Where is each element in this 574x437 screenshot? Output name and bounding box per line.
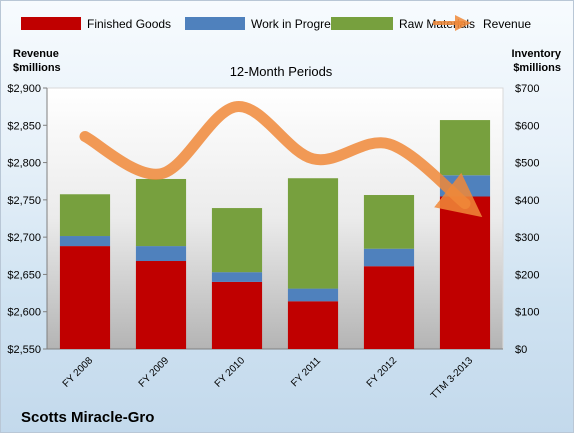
right-axis-ticks: $0 $100 $200 $300 $400 $500 $600 $700 — [515, 83, 539, 356]
left-tick-label: $2,850 — [7, 120, 41, 132]
right-axis-title-line2: $millions — [513, 62, 561, 74]
left-axis-ticks: $2,550 $2,600 $2,650 $2,700 $2,750 $2,800 $2,8… — [7, 83, 47, 356]
bar-raw-materials — [135, 178, 187, 247]
revenue-line-group — [79, 101, 483, 218]
bar-finished-goods — [363, 266, 415, 349]
category-label: FY 2008 — [61, 355, 96, 390]
left-tick-label: $2,550 — [7, 344, 41, 356]
bar-raw-materials — [439, 120, 491, 176]
category-label: TTM 3-2013 — [429, 355, 476, 402]
left-tick-label: $2,750 — [7, 195, 41, 207]
bar-work-in-progress — [287, 288, 339, 302]
bar-raw-materials — [211, 208, 263, 273]
left-tick-label: $2,600 — [7, 307, 41, 319]
left-tick-label: $2,650 — [7, 269, 41, 281]
right-tick-label: $700 — [515, 83, 539, 95]
left-axis-title-line2: $millions — [13, 62, 61, 74]
legend-label-work-in-progress: Work in Progress — [251, 17, 343, 31]
bar-work-in-progress — [59, 236, 111, 247]
right-tick-label: $300 — [515, 232, 539, 244]
category-labels: FY 2008 FY 2009 FY 2010 FY 2011 FY 2012 TTM 3… — [61, 355, 476, 402]
category-label: FY 2012 — [365, 355, 400, 390]
right-tick-label: $0 — [515, 344, 527, 356]
legend-swatch-raw-materials — [331, 17, 393, 30]
right-tick-label: $200 — [515, 269, 539, 281]
bar-finished-goods — [59, 246, 111, 349]
bar-finished-goods — [287, 301, 339, 349]
right-tick-label: $400 — [515, 195, 539, 207]
right-axis-title-line1: Inventory — [511, 48, 561, 60]
left-axis-title-line1: Revenue — [13, 48, 59, 60]
chart-title: 12-Month Periods — [230, 64, 333, 79]
right-tick-label: $600 — [515, 120, 539, 132]
bar-finished-goods — [211, 281, 263, 349]
company-name: Scotts Miracle-Gro — [21, 409, 154, 426]
legend-label-finished-goods: Finished Goods — [87, 17, 171, 31]
category-label: FY 2009 — [137, 355, 172, 390]
category-label: FY 2010 — [213, 355, 248, 390]
bar-finished-goods — [439, 196, 491, 349]
bar-finished-goods — [135, 261, 187, 349]
bar-raw-materials — [363, 195, 415, 249]
bar-work-in-progress — [363, 248, 415, 267]
legend-label-revenue: Revenue — [483, 17, 531, 31]
legend-swatch-finished-goods — [21, 17, 81, 30]
left-tick-label: $2,800 — [7, 158, 41, 170]
revenue-line — [79, 101, 483, 218]
legend-swatch-work-in-progress — [185, 17, 245, 30]
right-tick-label: $100 — [515, 307, 539, 319]
bar-raw-materials — [59, 194, 111, 237]
bar-raw-materials — [287, 178, 339, 289]
bar-work-in-progress — [211, 272, 263, 282]
legend: Finished Goods Work in Progress Raw Mate… — [21, 15, 531, 31]
bar-work-in-progress — [135, 246, 187, 262]
right-tick-label: $500 — [515, 158, 539, 170]
left-tick-label: $2,900 — [7, 83, 41, 95]
category-label: FY 2011 — [289, 355, 323, 389]
bars — [59, 120, 491, 349]
left-tick-label: $2,700 — [7, 232, 41, 244]
